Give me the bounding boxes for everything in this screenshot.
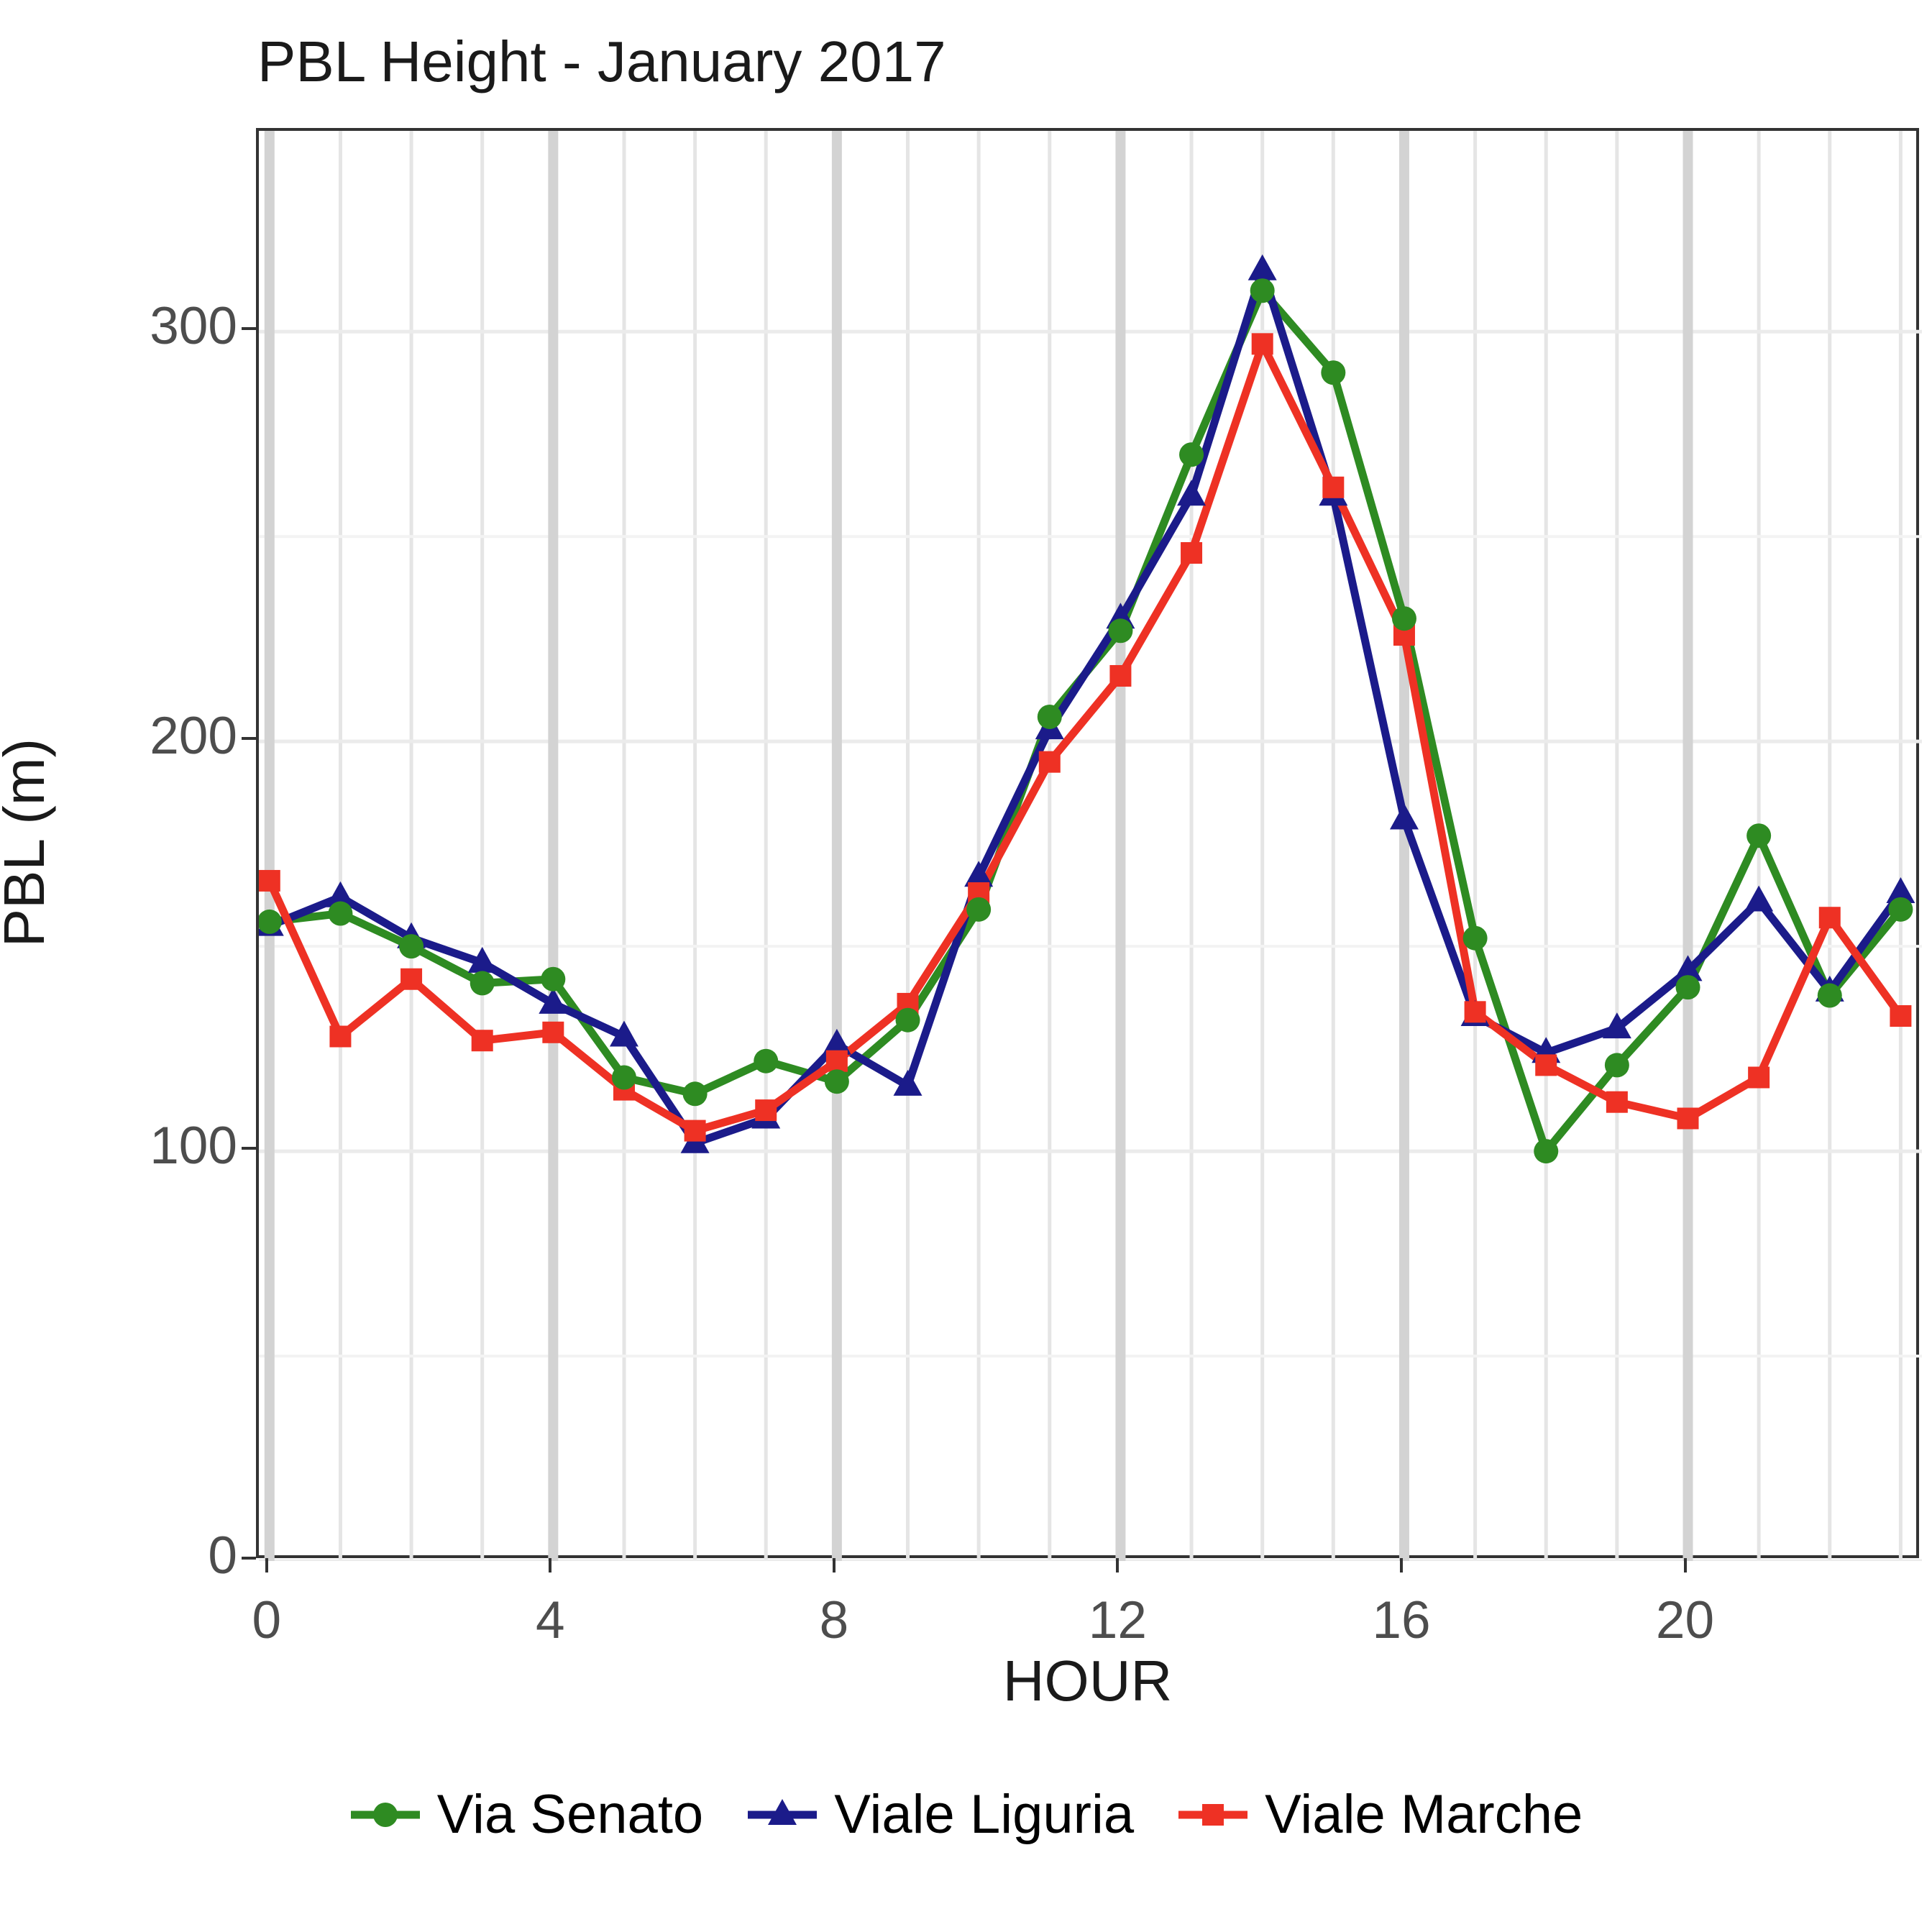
marker-circle — [611, 1065, 636, 1090]
marker-circle — [1391, 606, 1416, 631]
marker-circle — [754, 1048, 779, 1073]
marker-circle — [1888, 897, 1913, 922]
x-tick-label: 0 — [252, 1591, 282, 1649]
y-tick-mark — [242, 737, 256, 741]
marker-square — [684, 1120, 706, 1142]
marker-square — [1109, 664, 1132, 687]
marker-triangle — [822, 1028, 851, 1055]
marker-square — [1322, 476, 1345, 498]
marker-circle — [399, 934, 424, 959]
y-tick-label: 0 — [208, 1526, 237, 1585]
x-tick-mark — [1399, 1558, 1403, 1572]
marker-circle — [1037, 704, 1062, 729]
series-line-viale-liguria — [267, 266, 1904, 1148]
legend-key-square-icon — [1178, 1803, 1248, 1826]
marker-circle — [470, 971, 495, 996]
legend-item-via-senato: Via Senato — [349, 1783, 703, 1846]
marker-circle — [328, 901, 353, 926]
marker-circle — [541, 966, 566, 992]
marker-triangle — [1744, 885, 1774, 912]
y-tick-mark — [242, 1147, 256, 1150]
marker-circle — [895, 1007, 920, 1033]
x-tick-label: 20 — [1655, 1591, 1715, 1649]
marker-square — [1251, 333, 1273, 355]
marker-square — [1038, 751, 1061, 773]
marker-square — [471, 1030, 493, 1052]
y-tick-mark — [242, 327, 256, 331]
legend-key-triangle-icon — [748, 1798, 818, 1825]
marker-triangle — [1886, 877, 1915, 904]
marker-triangle — [893, 1069, 922, 1096]
marker-square — [1606, 1091, 1628, 1113]
marker-circle — [259, 909, 282, 934]
x-axis-title: HOUR — [1002, 1649, 1173, 1713]
marker-circle — [1250, 278, 1275, 303]
series-line-viale-marche — [265, 339, 1904, 1135]
x-tick-label: 12 — [1088, 1591, 1148, 1649]
legend-label: Viale Liguria — [834, 1784, 1135, 1845]
marker-square — [400, 968, 423, 990]
marker-circle — [1675, 975, 1700, 1000]
y-tick-mark — [242, 1557, 256, 1560]
marker-circle — [1321, 360, 1346, 385]
x-tick-mark — [832, 1558, 835, 1572]
marker-square — [1181, 542, 1203, 564]
chart-title: PBL Height - January 2017 — [257, 29, 946, 93]
marker-triangle — [539, 987, 568, 1014]
legend-item-viale-marche: Viale Marche — [1177, 1783, 1583, 1846]
marker-triangle — [1177, 480, 1207, 506]
marker-circle — [1746, 823, 1772, 848]
marker-circle — [1462, 925, 1488, 951]
marker-circle — [1108, 618, 1133, 644]
legend: Via Senato Viale Liguria Viale Marche — [0, 1783, 1932, 1846]
marker-square — [1748, 1066, 1770, 1089]
y-tick-label: 200 — [150, 707, 237, 766]
marker-triangle — [467, 946, 497, 973]
legend-key-circle-icon — [350, 1802, 420, 1827]
marker-triangle — [964, 861, 994, 887]
y-tick-label: 300 — [150, 297, 237, 356]
plot-canvas — [259, 131, 1922, 1561]
x-tick-mark — [549, 1558, 552, 1572]
legend-item-viale-liguria: Viale Liguria — [746, 1783, 1134, 1846]
marker-triangle — [1247, 254, 1277, 280]
y-tick-label: 100 — [150, 1117, 237, 1176]
marker-square — [1464, 1001, 1486, 1023]
x-tick-mark — [1116, 1558, 1120, 1572]
marker-triangle — [326, 881, 355, 907]
marker-triangle — [1389, 803, 1419, 830]
legend-label: Via Senato — [436, 1784, 704, 1845]
x-tick-label: 4 — [536, 1591, 565, 1649]
marker-square — [1535, 1054, 1557, 1076]
marker-circle — [1817, 983, 1842, 1008]
y-axis-title: PBL (m) — [0, 738, 56, 948]
marker-square — [825, 1050, 848, 1072]
marker-triangle — [1602, 1012, 1631, 1039]
marker-circle — [1534, 1139, 1559, 1164]
x-tick-label: 8 — [819, 1591, 849, 1649]
marker-circle — [1179, 442, 1204, 467]
plot-panel — [256, 128, 1922, 1561]
marker-triangle — [609, 1020, 638, 1047]
legend-label: Viale Marche — [1265, 1784, 1583, 1845]
marker-circle — [966, 897, 992, 922]
marker-circle — [824, 1069, 849, 1094]
marker-square — [259, 869, 280, 892]
marker-square — [542, 1021, 564, 1043]
marker-square — [329, 1025, 352, 1048]
marker-square — [1890, 1005, 1912, 1027]
marker-circle — [1604, 1053, 1629, 1078]
marker-square — [1677, 1107, 1699, 1130]
x-tick-label: 16 — [1372, 1591, 1431, 1649]
x-tick-mark — [265, 1558, 268, 1572]
marker-square — [755, 1099, 777, 1122]
marker-triangle — [1673, 955, 1703, 981]
x-tick-mark — [1683, 1558, 1687, 1572]
marker-square — [1818, 907, 1841, 929]
marker-circle — [682, 1081, 708, 1107]
